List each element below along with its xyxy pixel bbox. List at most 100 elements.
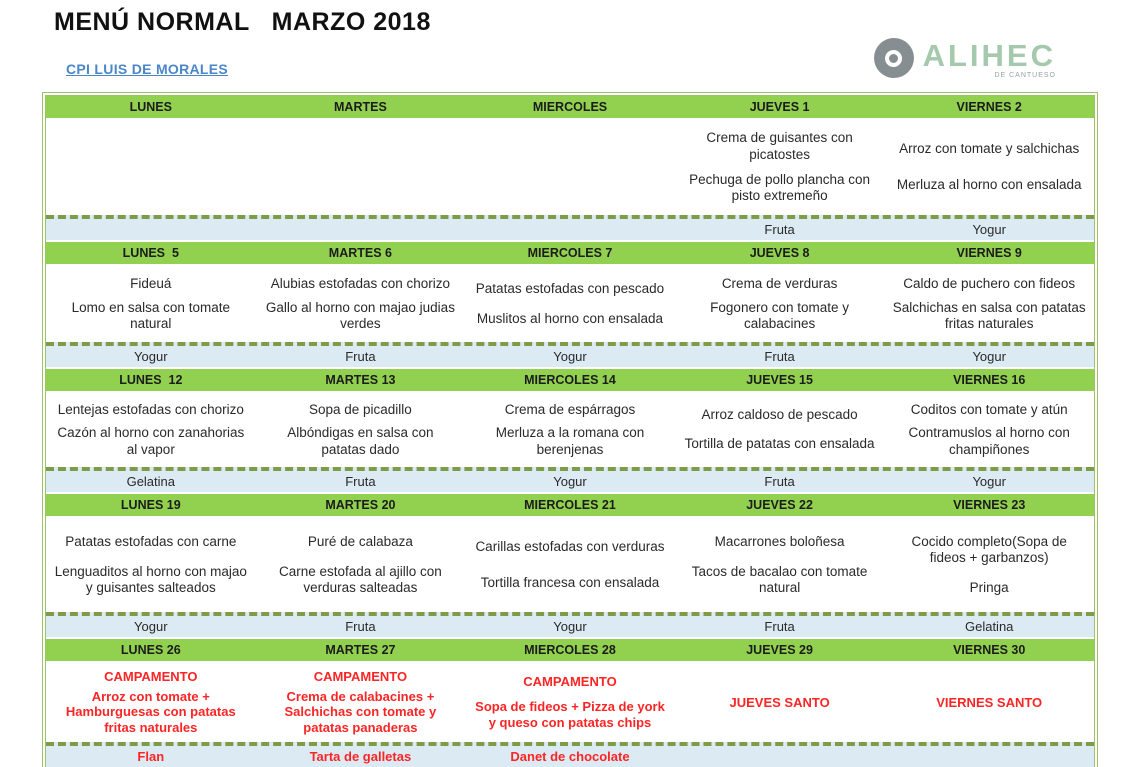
day-header-miercoles: MIERCOLES 21	[524, 498, 616, 512]
dish: CAMPAMENTO	[523, 674, 617, 690]
day-cell: Coditos con tomate y atún Contramuslos a…	[884, 393, 1094, 467]
dish: Coditos con tomate y atún	[910, 401, 1068, 417]
logo-tagline: DE CANTUESO	[994, 72, 1056, 79]
day-cells-row: Lentejas estofadas con chorizo Cazón al …	[46, 393, 1094, 467]
dish: Sopa de picadillo	[308, 401, 412, 417]
dish: CAMPAMENTO	[313, 668, 408, 684]
day-cells-row: Fideuá Lomo en salsa con tomate natural …	[46, 266, 1094, 342]
day-header-viernes: VIERNES 16	[953, 373, 1026, 387]
logo-text: ALIHEC DE CANTUESO	[923, 38, 1056, 79]
dish: Crema de calabacines + Salchichas con to…	[284, 688, 437, 736]
dish: Alubias estofadas con chorizo	[270, 275, 451, 291]
day-header-martes: MARTES 20	[325, 498, 396, 512]
week-3: LUNES 12 MARTES 13 MIERCOLES 14 JUEVES 1…	[46, 367, 1094, 492]
day-cell: Crema de guisantes con picatostes Pechug…	[675, 120, 885, 215]
dish: Albóndigas en salsa con patatas dado	[287, 425, 434, 457]
dessert	[675, 746, 885, 767]
day-header-viernes: VIERNES 9	[956, 246, 1022, 260]
dish: Cazón al horno con zanahorias al vapor	[57, 425, 245, 457]
day-header-jueves: JUEVES 15	[746, 373, 813, 387]
day-cell: Sopa de picadillo Albóndigas en salsa co…	[256, 393, 466, 467]
dish: Crema de verduras	[721, 275, 838, 291]
dessert-row: Yogur Fruta Yogur Fruta Yogur	[46, 342, 1094, 367]
dessert: Yogur	[553, 349, 587, 364]
dish: CAMPAMENTO	[104, 668, 198, 684]
dessert: Yogur	[972, 222, 1006, 237]
dish: Tacos de bacalao con tomate natural	[691, 563, 868, 595]
school-link[interactable]: CPI LUIS DE MORALES	[66, 61, 229, 77]
dish: Patatas estofadas con pescado	[475, 281, 665, 297]
dish: Carne estofada al ajillo con verduras sa…	[278, 563, 442, 595]
day-header-lunes: LUNES 26	[120, 643, 181, 657]
dessert: Fruta	[764, 349, 795, 364]
day-header-jueves: JUEVES 29	[746, 643, 813, 657]
day-header-martes: MARTES 27	[325, 643, 396, 657]
dish: Merluza al horno con ensalada	[896, 177, 1082, 193]
day-header-martes: MARTES	[334, 100, 387, 114]
day-cells-row: CAMPAMENTO Arroz con tomate + Hamburgues…	[46, 663, 1094, 742]
dish: Crema de espárragos	[504, 401, 636, 417]
dish: Arroz con tomate + Hamburguesas con pata…	[65, 688, 236, 736]
page-header: MENÚ NORMAL MARZO 2018 CPI LUIS DE MORAL…	[0, 0, 1140, 92]
dessert: Fruta	[764, 619, 795, 634]
dish: Lentejas estofadas con chorizo	[57, 401, 244, 417]
dish: Puré de calabaza	[307, 533, 413, 549]
dish: JUEVES SANTO	[729, 694, 830, 710]
dessert-row: Fruta Yogur	[46, 215, 1094, 240]
day-header-row: LUNES 26 MARTES 27 MIERCOLES 28 JUEVES 2…	[46, 637, 1094, 663]
dessert: Fruta	[345, 349, 376, 364]
day-header-row: LUNES MARTES MIERCOLES JUEVES 1 VIERNES …	[46, 96, 1094, 120]
dish: Lomo en salsa con tomate natural	[71, 299, 230, 331]
week-4: LUNES 19 MARTES 20 MIERCOLES 21 JUEVES 2…	[46, 492, 1094, 637]
dish: Fideuá	[130, 275, 172, 291]
day-cell: Puré de calabaza Carne estofada al ajill…	[256, 518, 466, 612]
dessert	[884, 746, 1094, 767]
day-header-viernes: VIERNES 2	[956, 100, 1022, 114]
day-cell: Alubias estofadas con chorizo Gallo al h…	[256, 266, 466, 342]
day-header-miercoles: MIERCOLES	[532, 100, 608, 114]
dish: Patatas estofadas con carne	[65, 533, 237, 549]
dish: VIERNES SANTO	[936, 694, 1043, 710]
logo-name: ALIHEC	[922, 38, 1056, 73]
dish: Pringa	[969, 580, 1009, 595]
dish: Tortilla francesa con ensalada	[480, 574, 660, 590]
dessert	[465, 219, 675, 240]
dish: Sopa de fideos + Pizza de york y queso c…	[475, 699, 665, 730]
day-cell: Arroz con tomate y salchichas Merluza al…	[884, 120, 1094, 215]
dessert: Fruta	[764, 474, 795, 489]
day-cell: Patatas estofadas con carne Lenguaditos …	[46, 518, 256, 612]
day-header-viernes: VIERNES 23	[953, 498, 1026, 512]
dish: Muslitos al horno con ensalada	[476, 310, 664, 326]
dish: Cocido completo(Sopa de fideos + garbanz…	[911, 533, 1067, 565]
day-header-jueves: JUEVES 22	[746, 498, 813, 512]
dish: Macarrones boloñesa	[714, 533, 845, 549]
dessert-row: Flan Tarta de galletas Danet de chocolat…	[46, 742, 1094, 767]
dessert: Yogur	[134, 349, 168, 364]
dessert: Gelatina	[126, 474, 175, 489]
day-cell: Crema de espárragos Merluza a la romana …	[465, 393, 675, 467]
day-cell: Macarrones boloñesa Tacos de bacalao con…	[675, 518, 885, 612]
day-cell: Caldo de puchero con fideos Salchichas e…	[884, 266, 1094, 342]
dish: Lenguaditos al horno con majao y guisant…	[54, 563, 247, 595]
dish: Salchichas en salsa con patatas fritas n…	[892, 299, 1086, 331]
dessert: Yogur	[553, 474, 587, 489]
dessert: Yogur	[553, 619, 587, 634]
day-cell: CAMPAMENTO Crema de calabacines + Salchi…	[256, 663, 466, 742]
ring-icon	[873, 38, 914, 78]
day-header-row: LUNES 12 MARTES 13 MIERCOLES 14 JUEVES 1…	[46, 367, 1094, 393]
day-header-miercoles: MIERCOLES 28	[524, 643, 616, 657]
week-2: LUNES 5 MARTES 6 MIERCOLES 7 JUEVES 8 VI…	[46, 240, 1094, 367]
dessert-row: Yogur Fruta Yogur Fruta Gelatina	[46, 612, 1094, 637]
day-cells-row: Patatas estofadas con carne Lenguaditos …	[46, 518, 1094, 612]
page-title: MENÚ NORMAL MARZO 2018	[54, 8, 431, 36]
dessert: Fruta	[345, 474, 376, 489]
day-cell: Carillas estofadas con verduras Tortilla…	[465, 518, 675, 612]
dish: Contramuslos al horno con champiñones	[908, 425, 1070, 457]
dessert	[46, 219, 256, 240]
day-cell: CAMPAMENTO Arroz con tomate + Hamburgues…	[46, 663, 256, 742]
day-cell	[46, 120, 256, 215]
menu-table: LUNES MARTES MIERCOLES JUEVES 1 VIERNES …	[42, 92, 1098, 767]
day-cell: Lentejas estofadas con chorizo Cazón al …	[46, 393, 256, 467]
day-header-lunes: LUNES 5	[122, 246, 179, 260]
dessert: Yogur	[972, 349, 1006, 364]
